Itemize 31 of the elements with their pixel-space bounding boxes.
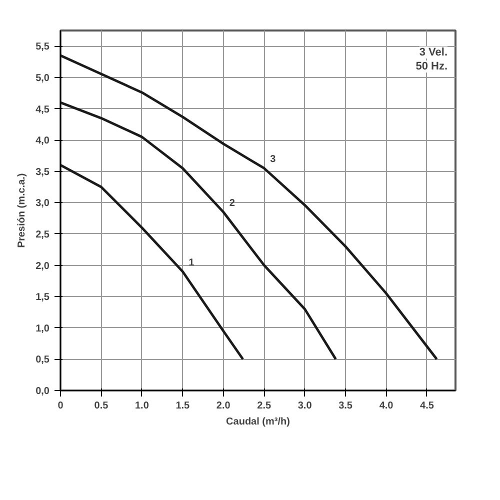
annotation: 3 Vel. <box>419 46 448 58</box>
y-tick-label: 2,5 <box>36 229 50 240</box>
x-tick-label: 0.5 <box>94 400 109 412</box>
x-tick-label: 4.0 <box>379 400 394 412</box>
x-tick-label: 0 <box>58 400 64 412</box>
y-tick-label: 0,5 <box>36 354 50 366</box>
series-label: 3 <box>270 154 276 166</box>
y-axis-title: Presión (m.c.a.) <box>16 173 28 248</box>
series-label: 2 <box>229 198 236 210</box>
y-tick-label: 4,0 <box>36 136 50 147</box>
x-axis-title: Caudal (m³/h) <box>226 416 290 428</box>
x-tick-label: 4.5 <box>420 400 434 412</box>
annotation: 50 Hz. <box>416 60 448 72</box>
y-tick-label: 1,0 <box>36 323 50 334</box>
x-tick-label: 3.5 <box>338 400 353 412</box>
y-tick-label: 1,5 <box>36 292 50 304</box>
line-series <box>60 101 338 360</box>
line-series <box>60 164 244 360</box>
y-tick-label: 4,5 <box>36 104 50 116</box>
x-tick-label: 1.0 <box>134 400 150 412</box>
series-label: 1 <box>188 258 195 269</box>
x-tick-label: 2.0 <box>216 400 231 412</box>
x-tick-label: 1.5 <box>176 400 190 412</box>
y-tick-label: 3,5 <box>36 166 50 178</box>
y-tick-label: 2,0 <box>36 260 50 272</box>
x-tick-label: 2.5 <box>257 400 272 412</box>
y-tick-label: 5,5 <box>36 42 50 53</box>
y-tick-label: 0,0 <box>36 386 50 397</box>
y-tick-label: 5,0 <box>36 72 50 84</box>
x-tick-label: 3.0 <box>298 400 312 412</box>
y-tick-label: 3,0 <box>36 198 50 210</box>
